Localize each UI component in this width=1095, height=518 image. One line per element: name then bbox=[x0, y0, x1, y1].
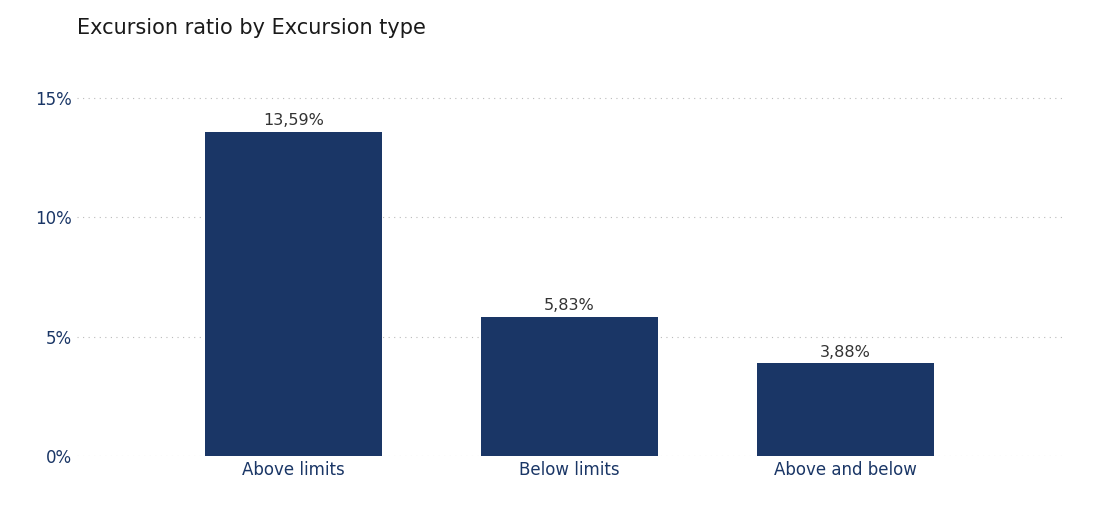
Text: 5,83%: 5,83% bbox=[544, 298, 595, 313]
Text: 3,88%: 3,88% bbox=[820, 344, 871, 359]
Bar bbox=[481, 316, 658, 456]
Bar bbox=[757, 363, 934, 456]
Text: Excursion ratio by Excursion type: Excursion ratio by Excursion type bbox=[77, 18, 426, 38]
Text: 13,59%: 13,59% bbox=[263, 113, 324, 128]
Bar bbox=[205, 132, 382, 456]
